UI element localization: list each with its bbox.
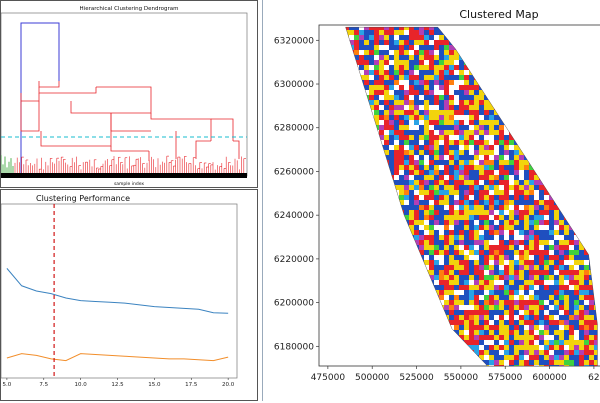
dendrogram-chart: Hierarchical Clustering Dendrogram sampl…	[1, 6, 248, 187]
dendrogram-frame	[1, 12, 248, 177]
map-ytick-label: 6260000	[274, 167, 314, 177]
performance-xtick-label: 17.5	[185, 382, 198, 388]
performance-xtick-label: 7.5	[39, 382, 48, 388]
map-xtick-label: 62	[588, 373, 599, 383]
map-ytick-label: 6300000	[274, 80, 314, 90]
performance-xtick-label: 15.0	[148, 382, 161, 388]
clustered-map-chart: Clustered Map 475000 500000 525000 550000 57…	[274, 8, 600, 383]
dendrogram-link	[195, 140, 211, 159]
performance-chart: Clustering Performance 5.0 7.5 10.0 12.5 15.…	[1, 194, 238, 388]
dendrogram-sample-bar	[1, 173, 247, 178]
map-xtick-label: 475000	[311, 373, 346, 383]
map-ytick-label: 6280000	[274, 124, 314, 134]
map-ytick-label: 6200000	[274, 299, 314, 309]
performance-xtick-label: 20.0	[222, 382, 235, 388]
map-ytick-label: 6320000	[274, 36, 314, 46]
dendrogram-link	[38, 87, 97, 94]
dendrogram-xlabel: sample index	[114, 181, 144, 187]
performance-panel: Clustering Performance 5.0 7.5 10.0 12.5 15.…	[0, 189, 258, 401]
map-xtick-label: 525000	[399, 373, 434, 383]
dendrogram-link	[20, 101, 40, 132]
map-xtick-label: 550000	[444, 373, 479, 383]
performance-title: Clustering Performance	[36, 194, 130, 203]
map-xtick-label: 600000	[532, 373, 567, 383]
map-outline	[345, 26, 598, 367]
performance-xtick-label: 5.0	[3, 382, 12, 388]
performance-series-blue	[6, 268, 229, 314]
dendrogram-link	[40, 113, 112, 147]
performance-xtick-label: 12.5	[111, 382, 124, 388]
dendrogram-link	[110, 146, 149, 152]
clustered-map-panel: Clustered Map 475000 500000 525000 550000 57…	[262, 0, 600, 401]
dendrogram-link	[70, 93, 152, 114]
map-frame	[318, 24, 600, 367]
dendrogram-link	[38, 81, 60, 88]
map-ytick-label: 6220000	[274, 255, 314, 265]
performance-frame	[1, 203, 238, 379]
dendrogram-title: Hierarchical Clustering Dendrogram	[80, 6, 179, 12]
map-title: Clustered Map	[459, 8, 538, 21]
performance-series-orange	[6, 353, 229, 362]
dendrogram-panel: Hierarchical Clustering Dendrogram sampl…	[0, 0, 258, 188]
dendrogram-link	[110, 113, 151, 132]
dendrogram-link	[96, 86, 152, 93]
map-ytick-label: 6240000	[274, 211, 314, 221]
dendrogram-top-link	[20, 22, 60, 176]
performance-xtick-label: 10.0	[75, 382, 88, 388]
dendrogram-link	[20, 93, 40, 102]
map-xtick-label: 500000	[355, 373, 390, 383]
map-ytick-label: 6180000	[274, 342, 314, 352]
dendrogram-link	[233, 140, 240, 159]
dendrogram-link	[211, 118, 234, 141]
dendrogram-link	[150, 113, 212, 141]
map-xtick-label: 575000	[488, 373, 523, 383]
